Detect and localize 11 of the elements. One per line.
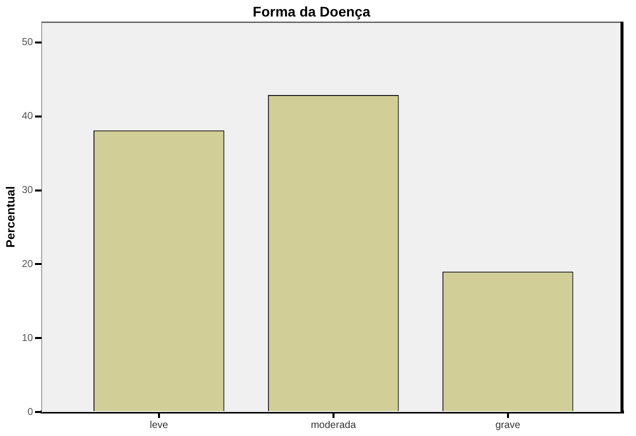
x-tick-label: grave xyxy=(495,420,521,431)
y-tick-label: 0 xyxy=(27,406,34,418)
chart-title: Forma da Doença xyxy=(252,3,370,20)
y-tick-label: 50 xyxy=(22,37,34,48)
y-tick-label: 10 xyxy=(22,332,34,344)
x-tick-label: moderada xyxy=(310,420,356,431)
y-axis-title: Percentual xyxy=(4,186,18,248)
x-tick-label: leve xyxy=(150,420,168,431)
y-tick-label: 30 xyxy=(22,185,34,196)
y-tick-label: 20 xyxy=(22,258,34,270)
y-tick-label: 40 xyxy=(22,111,34,122)
